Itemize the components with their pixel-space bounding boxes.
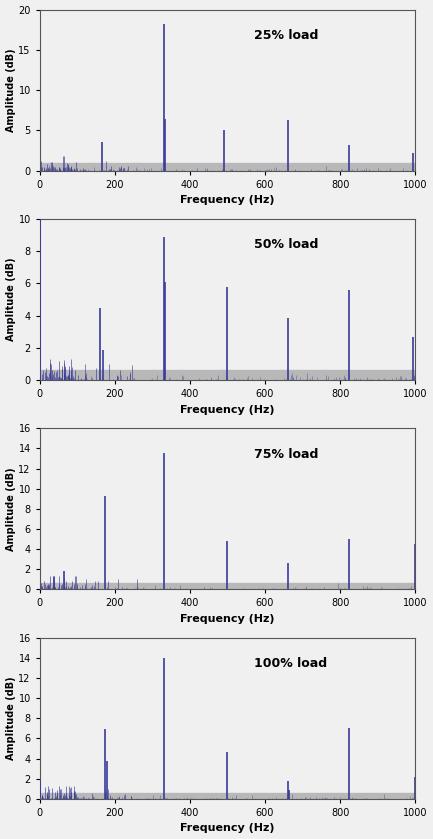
- Text: 50% load: 50% load: [254, 238, 318, 252]
- X-axis label: Frequency (Hz): Frequency (Hz): [180, 823, 275, 833]
- Bar: [40, 583, 415, 590]
- Bar: [40, 793, 415, 799]
- Y-axis label: Amplitude (dB): Amplitude (dB): [6, 258, 16, 341]
- Text: 100% load: 100% load: [254, 657, 327, 670]
- Bar: [40, 370, 415, 380]
- X-axis label: Frequency (Hz): Frequency (Hz): [180, 614, 275, 624]
- Text: 75% load: 75% load: [254, 448, 318, 461]
- Text: 25% load: 25% load: [254, 29, 318, 42]
- Y-axis label: Amplitude (dB): Amplitude (dB): [6, 676, 16, 760]
- X-axis label: Frequency (Hz): Frequency (Hz): [180, 404, 275, 414]
- X-axis label: Frequency (Hz): Frequency (Hz): [180, 195, 275, 206]
- Y-axis label: Amplitude (dB): Amplitude (dB): [6, 467, 16, 550]
- Bar: [40, 163, 415, 170]
- Y-axis label: Amplitude (dB): Amplitude (dB): [6, 49, 16, 132]
